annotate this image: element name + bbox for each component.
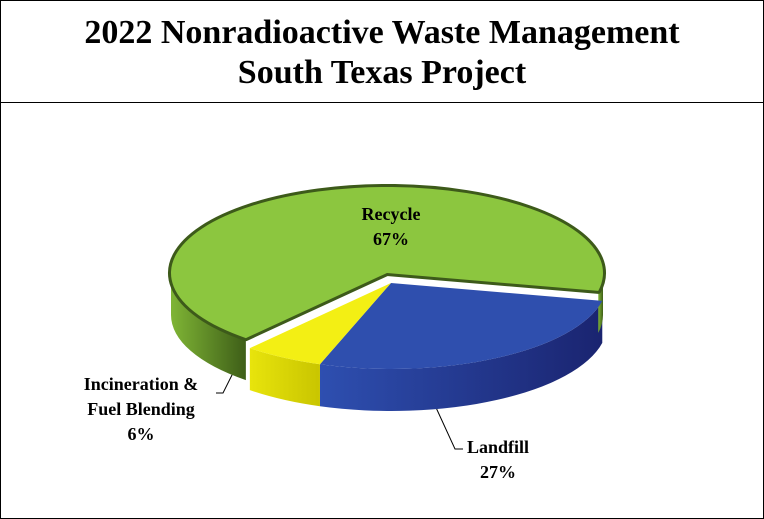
leader-line bbox=[432, 400, 463, 450]
slice bbox=[249, 283, 391, 365]
chart-subtitle: South Texas Project bbox=[237, 54, 527, 91]
slice-side bbox=[249, 348, 320, 407]
chart-title: 2022 Nonradioactive Waste Management bbox=[84, 14, 680, 51]
slice-value-label: 27% bbox=[480, 462, 516, 482]
slice-label: Landfill bbox=[466, 437, 530, 457]
slice-label: Recycle bbox=[361, 204, 421, 224]
slice-side bbox=[319, 300, 603, 411]
slice-label: Incineration & Fuel Blending bbox=[83, 374, 199, 419]
slice-side bbox=[171, 273, 246, 381]
slice-value-label: 6% bbox=[127, 424, 155, 444]
slice bbox=[168, 184, 606, 342]
divider bbox=[1, 102, 763, 103]
leader-line bbox=[216, 372, 234, 394]
slice-value-label: 67% bbox=[373, 229, 409, 249]
slice bbox=[319, 283, 603, 369]
